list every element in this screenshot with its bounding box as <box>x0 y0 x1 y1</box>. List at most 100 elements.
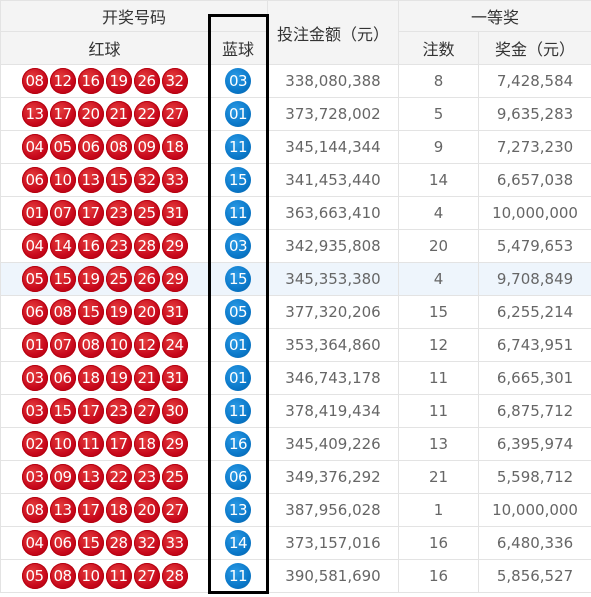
blue-ball: 14 <box>225 530 251 556</box>
winners-cell: 20 <box>398 229 480 263</box>
red-ball: 12 <box>133 332 160 358</box>
prize-amount-cell: 7,428,584 <box>478 64 591 98</box>
red-ball: 13 <box>77 464 104 490</box>
table-header: 开奖号码 投注金额（元） 一等奖 红球 蓝球 注数 奖金（元） <box>0 0 591 65</box>
total-bet-cell: 363,663,410 <box>267 196 400 230</box>
red-ball: 21 <box>105 101 132 127</box>
red-ball: 17 <box>77 398 104 424</box>
red-ball: 07 <box>49 200 76 226</box>
red-ball: 13 <box>49 497 76 523</box>
red-ball: 11 <box>105 563 132 589</box>
red-balls-cell: 01 07 08 10 12 24 <box>0 328 209 362</box>
red-balls-cell: 04 14 16 23 28 29 <box>0 229 209 263</box>
red-ball: 32 <box>161 68 188 94</box>
table-row: 05 15 19 25 26 29 15 345,353,380 4 9,708,849 <box>0 262 591 296</box>
blue-ball: 11 <box>225 200 251 226</box>
red-balls-cell: 06 08 15 19 20 31 <box>0 295 209 329</box>
red-ball: 32 <box>133 530 160 556</box>
winners-cell: 21 <box>398 460 480 494</box>
winners-cell: 11 <box>398 361 480 395</box>
total-bet-cell: 349,376,292 <box>267 460 400 494</box>
red-balls-cell: 01 07 17 23 25 31 <box>0 196 209 230</box>
red-ball: 29 <box>161 266 188 292</box>
blue-ball-cell: 03 <box>207 229 269 263</box>
red-ball: 31 <box>161 200 188 226</box>
total-bet-cell: 346,743,178 <box>267 361 400 395</box>
blue-ball: 11 <box>225 398 251 424</box>
red-ball: 02 <box>21 431 48 457</box>
red-ball: 19 <box>105 68 132 94</box>
blue-ball: 01 <box>225 332 251 358</box>
red-ball: 06 <box>21 299 48 325</box>
red-ball: 06 <box>21 167 48 193</box>
blue-ball: 05 <box>225 299 251 325</box>
red-ball: 29 <box>161 233 188 259</box>
blue-ball-cell: 15 <box>207 262 269 296</box>
prize-amount-cell: 10,000,000 <box>478 493 591 527</box>
prize-amount-cell: 9,635,283 <box>478 97 591 131</box>
red-ball: 03 <box>21 365 48 391</box>
table-row: 03 09 13 22 23 25 06 349,376,292 21 5,598,712 <box>0 460 591 494</box>
red-ball: 25 <box>133 200 160 226</box>
red-balls-cell: 06 10 13 15 32 33 <box>0 163 209 197</box>
prize-amount-cell: 6,743,951 <box>478 328 591 362</box>
total-bet-cell: 338,080,388 <box>267 64 400 98</box>
red-ball: 32 <box>133 167 160 193</box>
blue-ball: 15 <box>225 266 251 292</box>
prize-amount-cell: 9,708,849 <box>478 262 591 296</box>
red-ball: 04 <box>21 530 48 556</box>
red-ball: 10 <box>77 563 104 589</box>
red-ball: 20 <box>133 299 160 325</box>
red-balls-cell: 13 17 20 21 22 27 <box>0 97 209 131</box>
prize-amount-cell: 6,657,038 <box>478 163 591 197</box>
winners-cell: 9 <box>398 130 480 164</box>
total-bet-cell: 373,157,016 <box>267 526 400 560</box>
red-ball: 33 <box>161 167 188 193</box>
red-ball: 33 <box>161 530 188 556</box>
table-row: 01 07 08 10 12 24 01 353,364,860 12 6,743,951 <box>0 328 591 362</box>
blue-ball-cell: 11 <box>207 394 269 428</box>
red-ball: 05 <box>49 134 76 160</box>
prize-amount-cell: 5,856,527 <box>478 559 591 593</box>
winners-cell: 15 <box>398 295 480 329</box>
red-ball: 20 <box>133 497 160 523</box>
red-ball: 24 <box>161 332 188 358</box>
red-ball: 08 <box>49 563 76 589</box>
table-row: 01 07 17 23 25 31 11 363,663,410 4 10,000,000 <box>0 196 591 230</box>
red-ball: 28 <box>161 563 188 589</box>
table-row: 08 12 16 19 26 32 03 338,080,388 8 7,428,584 <box>0 64 591 98</box>
red-balls-cell: 03 15 17 23 27 30 <box>0 394 209 428</box>
table-row: 06 10 13 15 32 33 15 341,453,440 14 6,657,038 <box>0 163 591 197</box>
blue-ball-cell: 11 <box>207 130 269 164</box>
red-ball: 01 <box>21 332 48 358</box>
table-row: 04 06 15 28 32 33 14 373,157,016 16 6,480,336 <box>0 526 591 560</box>
red-ball: 06 <box>49 530 76 556</box>
blue-ball: 11 <box>225 563 251 589</box>
red-ball: 15 <box>77 299 104 325</box>
red-ball: 26 <box>133 68 160 94</box>
blue-ball-cell: 13 <box>207 493 269 527</box>
winners-header: 注数 <box>398 31 480 65</box>
table-row: 05 08 10 11 27 28 11 390,581,690 16 5,856,527 <box>0 559 591 593</box>
total-bet-cell: 377,320,206 <box>267 295 400 329</box>
blue-ball-cell: 14 <box>207 526 269 560</box>
table-row: 08 13 17 18 20 27 13 387,956,028 1 10,000,000 <box>0 493 591 527</box>
prize-amount-cell: 7,273,230 <box>478 130 591 164</box>
red-balls-cell: 02 10 11 17 18 29 <box>0 427 209 461</box>
table-row: 06 08 15 19 20 31 05 377,320,206 15 6,255,214 <box>0 295 591 329</box>
blue-ball: 16 <box>225 431 251 457</box>
winners-cell: 4 <box>398 262 480 296</box>
red-balls-cell: 05 08 10 11 27 28 <box>0 559 209 593</box>
table-row: 04 05 06 08 09 18 11 345,144,344 9 7,273,230 <box>0 130 591 164</box>
red-ball: 06 <box>77 134 104 160</box>
prize-amount-cell: 10,000,000 <box>478 196 591 230</box>
blue-ball: 13 <box>225 497 251 523</box>
red-ball: 12 <box>49 68 76 94</box>
red-ball: 19 <box>105 365 132 391</box>
red-ball: 23 <box>133 464 160 490</box>
red-ball: 27 <box>161 101 188 127</box>
total-bet-cell: 341,453,440 <box>267 163 400 197</box>
red-ball: 26 <box>133 266 160 292</box>
winners-cell: 5 <box>398 97 480 131</box>
table-row: 04 14 16 23 28 29 03 342,935,808 20 5,479,653 <box>0 229 591 263</box>
